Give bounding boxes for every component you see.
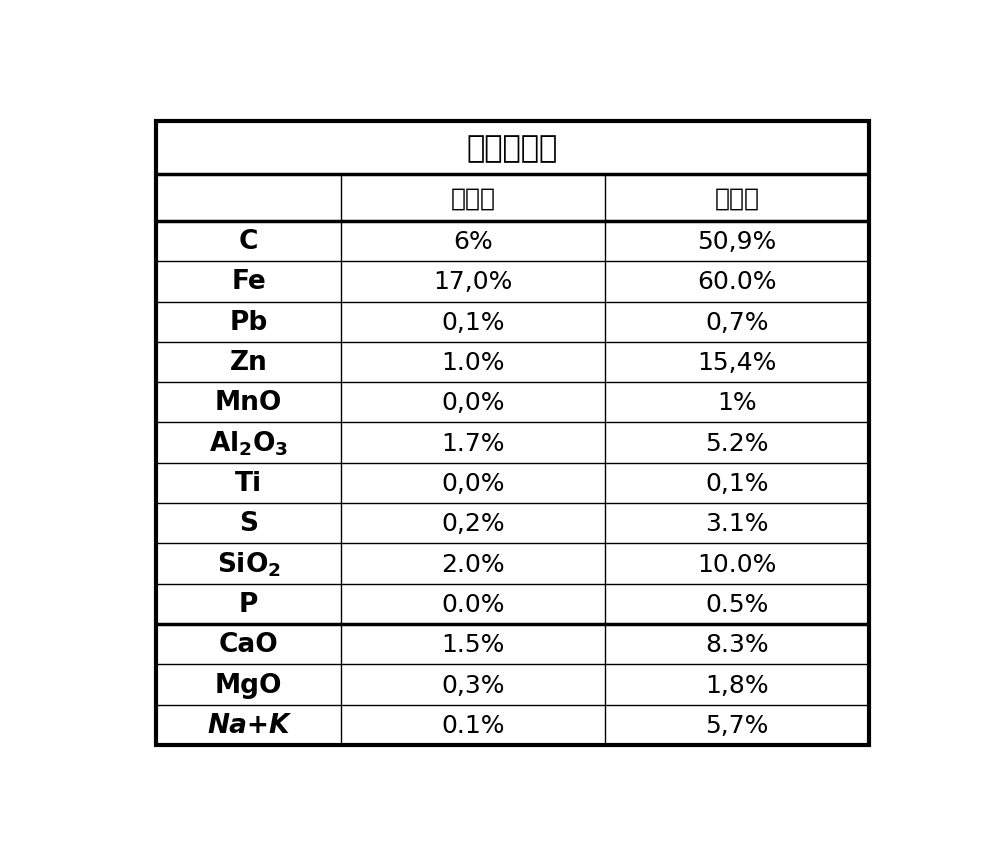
- Text: 0.0%: 0.0%: [442, 592, 505, 616]
- Text: 2.0%: 2.0%: [441, 552, 505, 576]
- Text: MnO: MnO: [215, 390, 282, 416]
- Text: C: C: [239, 229, 258, 255]
- Text: 15,4%: 15,4%: [697, 351, 777, 375]
- Text: 17,0%: 17,0%: [434, 270, 513, 294]
- Text: MgO: MgO: [215, 671, 282, 698]
- Text: 0,1%: 0,1%: [705, 471, 769, 495]
- Text: 0,0%: 0,0%: [442, 391, 505, 415]
- Text: 1.5%: 1.5%: [442, 632, 505, 657]
- Text: $\mathbf{Al_2O_3}$: $\mathbf{Al_2O_3}$: [209, 429, 288, 458]
- Text: Na+K: Na+K: [207, 712, 290, 738]
- Text: 10.0%: 10.0%: [697, 552, 777, 576]
- Text: 3.1%: 3.1%: [705, 512, 769, 536]
- Text: 鼓风炉淤浆: 鼓风炉淤浆: [467, 134, 558, 163]
- Text: 1%: 1%: [717, 391, 757, 415]
- Text: 0.5%: 0.5%: [705, 592, 769, 616]
- Text: 1,8%: 1,8%: [705, 673, 769, 697]
- Text: 6%: 6%: [453, 230, 493, 254]
- Text: 0.1%: 0.1%: [442, 713, 505, 737]
- Text: 5,7%: 5,7%: [705, 713, 769, 737]
- Text: 1.0%: 1.0%: [442, 351, 505, 375]
- Text: Zn: Zn: [230, 349, 268, 376]
- Text: S: S: [239, 510, 258, 537]
- Text: CaO: CaO: [219, 631, 279, 658]
- Text: 0,1%: 0,1%: [442, 310, 505, 334]
- Text: 5.2%: 5.2%: [705, 431, 769, 455]
- Text: 0,0%: 0,0%: [442, 471, 505, 495]
- Text: 最大量: 最大量: [715, 187, 760, 210]
- Text: Fe: Fe: [231, 269, 266, 295]
- Text: 60.0%: 60.0%: [697, 270, 777, 294]
- Text: 1.7%: 1.7%: [442, 431, 505, 455]
- Text: 50,9%: 50,9%: [697, 230, 777, 254]
- Text: 0,7%: 0,7%: [705, 310, 769, 334]
- Text: Ti: Ti: [235, 470, 262, 497]
- Text: 0,3%: 0,3%: [442, 673, 505, 697]
- Text: 最小量: 最小量: [451, 187, 496, 210]
- Text: Pb: Pb: [230, 309, 268, 336]
- Text: $\mathbf{SiO_2}$: $\mathbf{SiO_2}$: [217, 550, 281, 579]
- Text: P: P: [239, 591, 258, 617]
- Text: 0,2%: 0,2%: [441, 512, 505, 536]
- Text: 8.3%: 8.3%: [705, 632, 769, 657]
